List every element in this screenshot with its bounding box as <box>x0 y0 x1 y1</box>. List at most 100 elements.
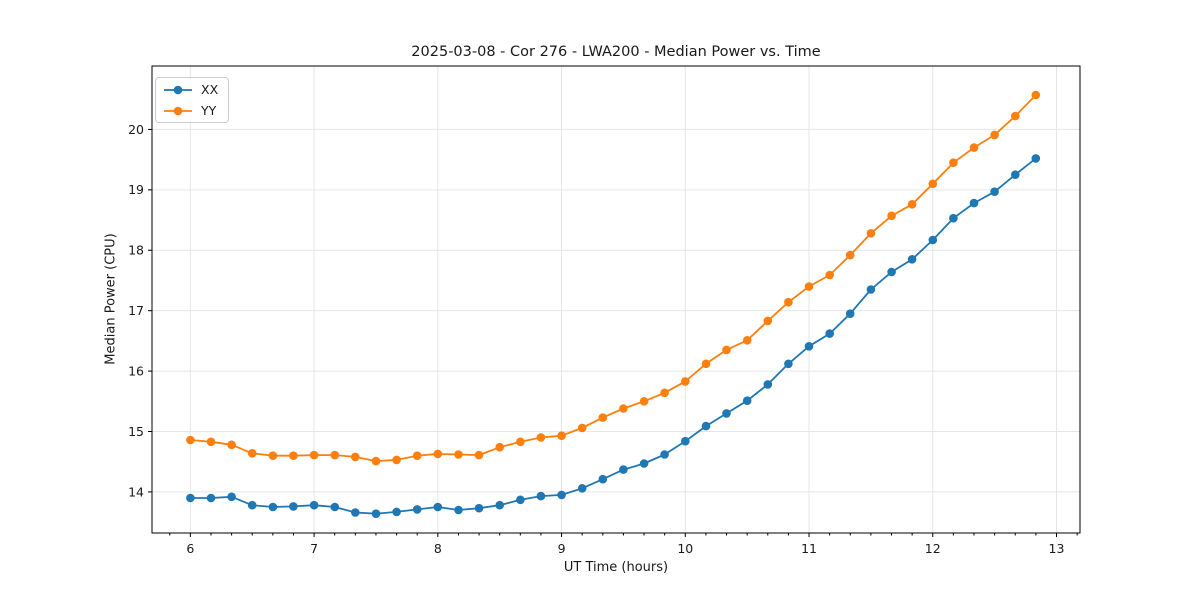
data-point <box>186 435 195 445</box>
data-point <box>433 502 443 512</box>
data-point <box>866 229 876 238</box>
data-point <box>412 505 422 514</box>
data-point <box>289 502 298 511</box>
x-tick-label: 8 <box>434 541 442 556</box>
x-tick-label: 9 <box>558 541 566 556</box>
data-point <box>577 484 587 493</box>
data-point <box>825 329 834 338</box>
data-point <box>969 143 979 152</box>
legend: XX YY <box>155 77 229 123</box>
axes-box <box>151 65 1081 534</box>
data-point <box>289 451 298 461</box>
y-tick-label: 17 <box>128 303 144 318</box>
data-point <box>949 213 958 223</box>
data-point <box>763 380 773 389</box>
y-tick-label: 19 <box>128 182 144 197</box>
x-axis-label: UT Time (hours) <box>563 560 669 575</box>
x-tick-label: 10 <box>677 541 693 556</box>
data-point <box>722 345 731 355</box>
data-point <box>598 413 608 422</box>
data-point <box>866 285 876 294</box>
ticks <box>148 128 1078 537</box>
data-point <box>681 436 690 446</box>
data-point <box>206 493 216 503</box>
data-point <box>516 495 525 505</box>
data-point <box>804 282 814 291</box>
data-point <box>907 200 917 209</box>
data-point <box>887 211 896 221</box>
data-point <box>268 502 278 512</box>
legend-line-sample-yy <box>164 106 192 115</box>
data-point <box>227 492 236 502</box>
data-point <box>784 297 793 307</box>
data-point <box>186 493 195 503</box>
data-point <box>845 309 855 319</box>
data-point <box>701 359 711 369</box>
data-point <box>639 397 649 406</box>
y-tick-label: 14 <box>128 484 144 499</box>
data-point <box>742 396 752 406</box>
data-point <box>495 500 505 510</box>
legend-label-xx: XX <box>201 82 219 97</box>
data-point <box>619 404 628 413</box>
data-point <box>784 359 793 369</box>
data-point <box>557 490 566 500</box>
data-point <box>619 465 628 474</box>
data-point <box>742 336 752 345</box>
x-tick-label: 12 <box>925 541 941 556</box>
data-point <box>247 500 257 510</box>
series-yy-markers <box>186 90 1041 466</box>
data-point <box>1011 170 1020 179</box>
data-point <box>454 450 463 459</box>
data-point <box>351 452 360 462</box>
y-axis-label: Median Power (CPU) <box>103 233 119 365</box>
data-point <box>268 451 278 461</box>
data-point <box>392 507 401 517</box>
series-xx-line <box>190 157 1037 515</box>
y-tick-label: 16 <box>128 363 144 378</box>
series-xx-markers <box>186 154 1041 518</box>
data-point <box>247 449 257 458</box>
data-point <box>887 267 896 277</box>
legend-item-xx: XX <box>163 81 228 99</box>
data-point <box>825 270 834 280</box>
data-point <box>969 198 979 208</box>
data-point <box>392 455 401 465</box>
data-point <box>536 491 546 501</box>
y-tick-label: 15 <box>128 424 144 439</box>
data-point <box>351 508 360 517</box>
data-point <box>681 377 690 386</box>
data-point <box>660 450 669 459</box>
data-point <box>701 421 711 431</box>
data-point <box>227 440 236 450</box>
data-point <box>474 450 484 460</box>
data-point <box>949 158 958 167</box>
data-point <box>928 179 938 189</box>
y-tick-label: 20 <box>128 122 144 137</box>
data-point <box>309 450 319 460</box>
data-point <box>412 451 422 461</box>
data-point <box>495 442 505 452</box>
y-tick-label: 18 <box>128 243 144 258</box>
gridlines <box>152 66 1080 533</box>
data-point <box>371 456 381 466</box>
data-point <box>928 235 938 245</box>
data-point <box>330 450 340 460</box>
data-point <box>990 130 999 140</box>
data-point <box>1031 90 1041 100</box>
data-point <box>804 342 814 351</box>
data-point <box>433 449 443 459</box>
data-point <box>639 459 649 468</box>
data-point <box>454 505 463 515</box>
legend-line-sample-xx <box>164 85 192 94</box>
data-point <box>309 500 319 510</box>
data-point <box>330 502 340 512</box>
data-point <box>1011 111 1020 121</box>
x-tick-label: 6 <box>186 541 194 556</box>
legend-item-yy: YY <box>163 102 228 120</box>
x-tick-label: 11 <box>801 541 817 556</box>
chart-title: 2025-03-08 - Cor 276 - LWA200 - Median P… <box>411 44 821 60</box>
data-point <box>1031 154 1041 163</box>
